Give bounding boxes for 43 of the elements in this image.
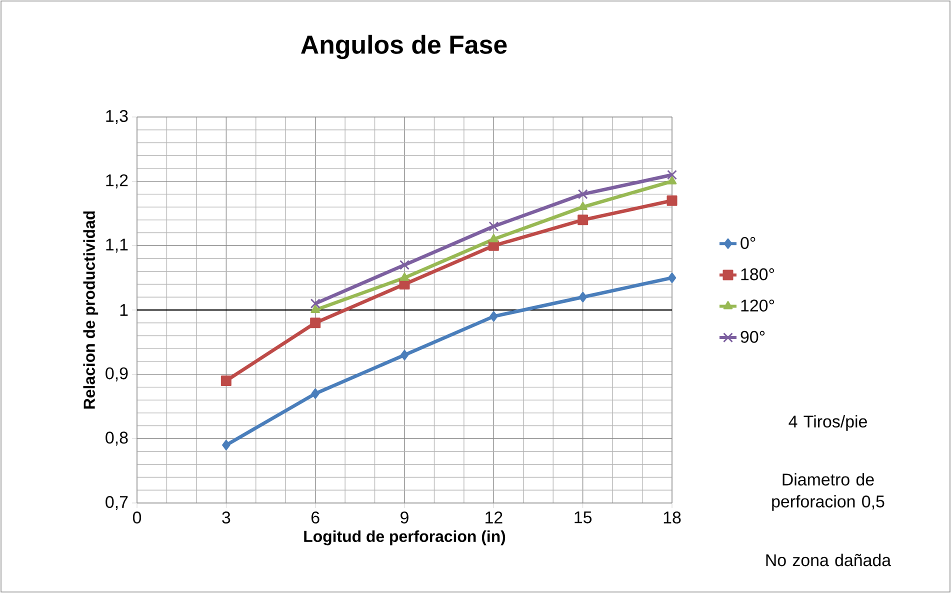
text: 4 Tiros/pie xyxy=(788,415,867,431)
x-tick-label: 0 xyxy=(132,512,142,524)
x-axis-title: Logitud de perforacion (in) xyxy=(304,530,506,546)
y-tick-label: 1,2 xyxy=(106,174,128,188)
point xyxy=(667,176,677,184)
point xyxy=(578,292,587,302)
y-tick-label: 0,8 xyxy=(106,432,128,446)
point xyxy=(578,189,588,200)
x-tick-label: 12 xyxy=(486,512,502,524)
x-tick-label: 6 xyxy=(311,512,320,524)
y-tick-label: 0,9 xyxy=(106,367,128,382)
x-tick-label: 3 xyxy=(222,512,230,524)
chart-title: Angulos de Fase xyxy=(301,34,507,60)
point xyxy=(400,272,410,281)
legend-label: 90° xyxy=(740,330,765,343)
point xyxy=(311,388,320,399)
y-axis-title: Relacion de productividad xyxy=(83,211,98,409)
point xyxy=(310,318,321,328)
legend-label: 120° xyxy=(741,300,774,312)
point xyxy=(310,304,320,313)
point xyxy=(489,234,498,242)
text: No zona dañada xyxy=(766,554,892,566)
point xyxy=(490,311,498,322)
y-tick-label: 1 xyxy=(120,304,128,316)
y-tick-label: 0,7 xyxy=(106,496,128,510)
point xyxy=(310,298,320,309)
point xyxy=(666,195,678,206)
point xyxy=(400,350,409,360)
point xyxy=(222,440,230,450)
x-tick-label: 18 xyxy=(664,512,681,524)
point xyxy=(578,214,588,226)
text: Diametro de perforacion 0,5 xyxy=(772,473,884,511)
point xyxy=(400,260,410,270)
y-tick-label: 1,3 xyxy=(106,110,128,124)
point xyxy=(667,170,678,180)
x-tick-label: 15 xyxy=(574,512,592,524)
y-tick-label: 1,1 xyxy=(106,238,128,253)
point xyxy=(668,272,676,284)
point xyxy=(488,221,499,232)
point xyxy=(220,376,232,386)
legend-label: 180° xyxy=(741,268,774,280)
x-tick-label: 9 xyxy=(400,512,408,524)
legend-label: 0° xyxy=(740,236,756,249)
